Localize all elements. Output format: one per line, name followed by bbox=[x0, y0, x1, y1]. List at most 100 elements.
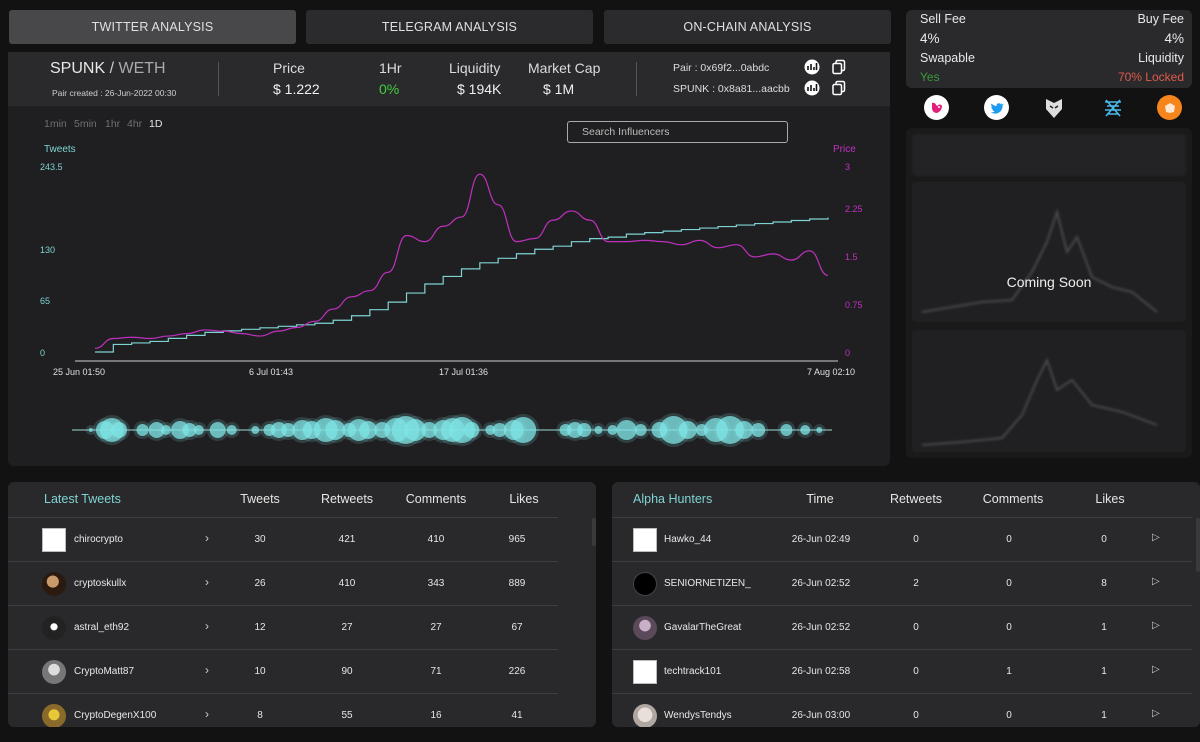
chevron-right-icon[interactable]: › bbox=[205, 619, 209, 633]
time-value: 26-Jun 02:58 bbox=[782, 666, 860, 677]
col-likes: Likes bbox=[494, 492, 554, 506]
tweets-count: 10 bbox=[230, 666, 290, 677]
play-icon[interactable]: ▷ bbox=[1152, 576, 1160, 587]
table-row[interactable]: cryptoskullx › 26 410 343 889 bbox=[8, 561, 558, 605]
y-right-tick-label: 0 bbox=[845, 348, 850, 358]
likes-count: 889 bbox=[494, 578, 540, 589]
username[interactable]: techtrack101 bbox=[664, 666, 721, 677]
comments-count: 0 bbox=[977, 578, 1041, 589]
retweets-count: 421 bbox=[315, 534, 379, 545]
tweet-bubble bbox=[194, 425, 204, 435]
username[interactable]: cryptoskullx bbox=[74, 578, 126, 589]
tweets-count: 30 bbox=[230, 534, 290, 545]
blurred-header bbox=[912, 134, 1186, 176]
alpha-hunters-title: Alpha Hunters bbox=[633, 492, 712, 506]
dexscreener-icon[interactable] bbox=[1100, 95, 1125, 120]
table-row[interactable]: CryptoMatt87 › 10 90 71 226 bbox=[8, 649, 558, 693]
comments-count: 343 bbox=[401, 578, 471, 589]
tweet-bubble bbox=[510, 417, 536, 443]
y-left-tick-label: 65 bbox=[40, 296, 50, 306]
comments-count: 0 bbox=[977, 534, 1041, 545]
alpha-hunters-table: Alpha Hunters Time Retweets Comments Lik… bbox=[612, 482, 1200, 727]
table-row[interactable]: SENIORNETIZEN_ 26-Jun 02:52 2 0 8 ▷ bbox=[612, 561, 1192, 605]
play-icon[interactable]: ▷ bbox=[1152, 532, 1160, 543]
price-series-line bbox=[95, 174, 828, 348]
retweets-count: 410 bbox=[315, 578, 379, 589]
avatar bbox=[42, 616, 66, 640]
time-value: 26-Jun 02:52 bbox=[782, 622, 860, 633]
likes-count: 0 bbox=[1074, 534, 1134, 545]
y-axis-left-label: Tweets bbox=[44, 144, 76, 155]
comments-count: 0 bbox=[977, 622, 1041, 633]
tweets-price-chart: Tweets Price 243.5 130 65 0 3 2.25 1.5 0.75 0 25 Ju… bbox=[0, 0, 900, 470]
tweet-bubble bbox=[210, 422, 226, 438]
tweet-bubble bbox=[816, 427, 822, 433]
likes-count: 1 bbox=[1074, 666, 1134, 677]
uniswap-icon[interactable] bbox=[924, 95, 949, 120]
play-icon[interactable]: ▷ bbox=[1152, 664, 1160, 675]
y-left-tick-label: 0 bbox=[40, 348, 45, 358]
swapable-value: Yes bbox=[920, 70, 940, 84]
username[interactable]: GavalarTheGreat bbox=[664, 622, 741, 633]
tweets-count: 26 bbox=[230, 578, 290, 589]
scrollbar[interactable] bbox=[1196, 518, 1200, 572]
username[interactable]: astral_eth92 bbox=[74, 622, 129, 633]
y-left-tick-label: 130 bbox=[40, 245, 55, 255]
likes-count: 8 bbox=[1074, 578, 1134, 589]
username[interactable]: CryptoDegenX100 bbox=[74, 710, 156, 721]
play-icon[interactable]: ▷ bbox=[1152, 708, 1160, 719]
likes-count: 1 bbox=[1074, 622, 1134, 633]
sell-fee-label: Sell Fee bbox=[920, 12, 966, 26]
col-tweets: Tweets bbox=[230, 492, 290, 506]
likes-count: 67 bbox=[494, 622, 540, 633]
time-value: 26-Jun 02:49 bbox=[782, 534, 860, 545]
y-right-tick-label: 3 bbox=[845, 162, 850, 172]
col-comments: Comments bbox=[401, 492, 471, 506]
latest-tweets-table: Latest Tweets Tweets Retweets Comments L… bbox=[8, 482, 596, 727]
likes-count: 1 bbox=[1074, 710, 1134, 721]
avatar bbox=[42, 660, 66, 684]
table-row[interactable]: techtrack101 26-Jun 02:58 0 1 1 ▷ bbox=[612, 649, 1192, 693]
comments-count: 410 bbox=[401, 534, 471, 545]
tweet-bubble bbox=[635, 424, 647, 436]
metamask-icon[interactable] bbox=[1157, 95, 1182, 120]
play-icon[interactable]: ▷ bbox=[1152, 620, 1160, 631]
liquidity-status-value: 70% Locked bbox=[1118, 70, 1184, 84]
username[interactable]: Hawko_44 bbox=[664, 534, 711, 545]
time-value: 26-Jun 02:52 bbox=[782, 578, 860, 589]
table-row[interactable]: astral_eth92 › 12 27 27 67 bbox=[8, 605, 558, 649]
username[interactable]: CryptoMatt87 bbox=[74, 666, 134, 677]
buy-fee-value: 4% bbox=[1164, 31, 1184, 46]
tweets-count: 12 bbox=[230, 622, 290, 633]
username[interactable]: chirocrypto bbox=[74, 534, 123, 545]
retweets-count: 27 bbox=[315, 622, 379, 633]
scrollbar[interactable] bbox=[592, 518, 596, 546]
avatar bbox=[633, 528, 657, 552]
username[interactable]: SENIORNETIZEN_ bbox=[664, 578, 751, 589]
avatar bbox=[633, 704, 657, 727]
tweet-bubble bbox=[800, 425, 810, 435]
avatar bbox=[42, 704, 66, 727]
table-row[interactable]: WendysTendys 26-Jun 03:00 0 0 1 ▷ bbox=[612, 693, 1192, 727]
table-row[interactable]: GavalarTheGreat 26-Jun 02:52 0 0 1 ▷ bbox=[612, 605, 1192, 649]
table-row[interactable]: chirocrypto › 30 421 410 965 bbox=[8, 517, 558, 561]
chevron-right-icon[interactable]: › bbox=[205, 663, 209, 677]
username[interactable]: WendysTendys bbox=[664, 710, 732, 721]
comments-count: 0 bbox=[977, 710, 1041, 721]
y-right-tick-label: 1.5 bbox=[845, 252, 858, 262]
x-tick-label: 6 Jul 01:43 bbox=[249, 367, 293, 377]
tweet-bubble bbox=[251, 426, 259, 434]
chevron-right-icon[interactable]: › bbox=[205, 531, 209, 545]
tweets-series-line bbox=[95, 217, 828, 352]
retweets-count: 0 bbox=[884, 666, 948, 677]
chevron-right-icon[interactable]: › bbox=[205, 575, 209, 589]
y-right-tick-label: 2.25 bbox=[845, 204, 863, 214]
dextools-icon[interactable] bbox=[1041, 95, 1066, 120]
chevron-right-icon[interactable]: › bbox=[205, 707, 209, 721]
likes-count: 226 bbox=[494, 666, 540, 677]
twitter-icon[interactable] bbox=[984, 95, 1009, 120]
table-row[interactable]: CryptoDegenX100 › 8 55 16 41 bbox=[8, 693, 558, 727]
retweets-count: 0 bbox=[884, 534, 948, 545]
table-row[interactable]: Hawko_44 26-Jun 02:49 0 0 0 ▷ bbox=[612, 517, 1192, 561]
avatar bbox=[633, 660, 657, 684]
